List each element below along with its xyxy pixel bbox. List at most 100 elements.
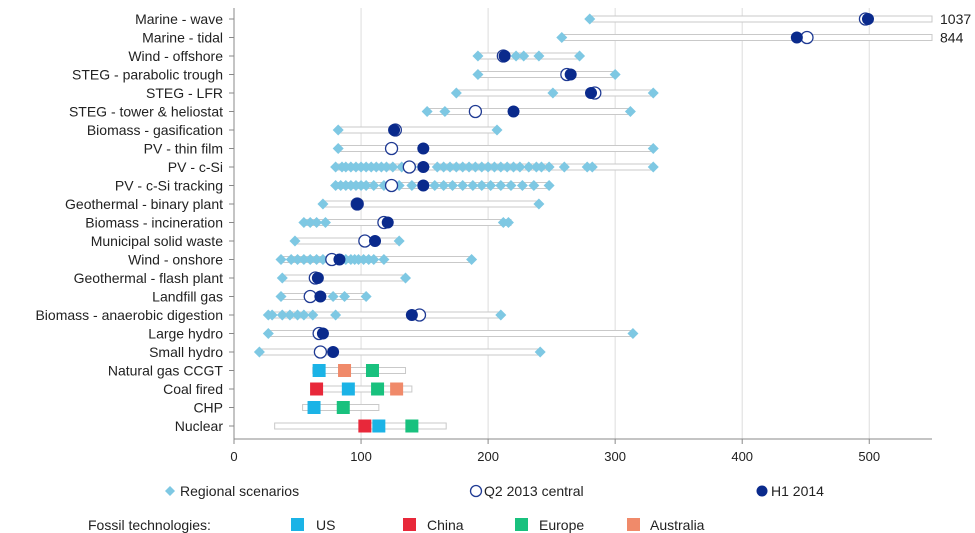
regional-point-pv-c-si-27 (508, 161, 520, 173)
regional-point-biomass-anaerobic-digestion-2 (276, 309, 288, 321)
h1-2014-point-steg-parabolic-trough (564, 68, 577, 81)
h1-2014-point-geothermal-flash-plant (311, 272, 324, 284)
legend-h1-marker (756, 485, 768, 497)
category-label-chp: CHP (193, 400, 223, 416)
axes (229, 8, 932, 444)
regional-point-pv-c-si-26 (501, 161, 513, 173)
regional-point-wind-onshore-16 (368, 254, 380, 265)
h1-2014-point-wind-onshore (333, 253, 346, 266)
data-points (253, 12, 874, 433)
category-labels: Marine - wave Marine - tidal Wind - offsho… (35, 11, 223, 434)
category-label-geothermal-flash-plant: Geothermal - flash plant (74, 270, 224, 286)
legend-europe-swatch (515, 518, 528, 531)
regional-point-wind-onshore-5 (311, 254, 323, 265)
category-label-steg-tower-and-heliostat: STEG - tower & heliostat (69, 104, 223, 120)
q2-2013-point-pv-c-si (402, 160, 416, 174)
regional-point-landfill-gas-0 (275, 291, 287, 302)
regional-point-pv-c-si-35 (586, 161, 598, 173)
legend-china-swatch (403, 518, 416, 531)
legend: Regional scenarios Q2 2013 central H1 20… (88, 483, 824, 533)
q2-2013-point-small-hydro (313, 345, 328, 359)
regional-point-small-hydro-1 (534, 346, 546, 358)
fossil-point-nuclear-europe (405, 419, 419, 433)
regional-point-pv-c-si-tracking-23 (543, 180, 555, 191)
x-tick-label-500: 500 (858, 449, 880, 464)
category-label-marine-wave: Marine - wave (135, 11, 223, 27)
annotation-marine-tidal: 844 (940, 30, 964, 46)
regional-point-municipal-solid-waste-0 (289, 235, 301, 247)
regional-point-wind-offshore-0 (472, 50, 484, 62)
fossil-point-nuclear-us (372, 419, 386, 433)
regional-point-pv-c-si-tracking-21 (516, 180, 528, 191)
regional-point-municipal-solid-waste-1 (393, 235, 405, 247)
h1-2014-point-steg-lfr (585, 87, 598, 99)
h1-2014-point-small-hydro (327, 346, 340, 358)
category-label-small-hydro: Small hydro (149, 344, 223, 360)
regional-point-landfill-gas-1 (327, 291, 339, 302)
regional-point-steg-lfr-0 (450, 87, 462, 99)
category-label-marine-tidal: Marine - tidal (142, 30, 223, 46)
category-label-municipal-solid-waste: Municipal solid waste (91, 233, 223, 249)
regional-point-pv-c-si-tracking-16 (467, 180, 479, 191)
regional-point-pv-c-si-28 (514, 161, 526, 173)
category-label-biomass-incineration: Biomass - incineration (85, 215, 223, 231)
category-label-natural-gas-ccgt: Natural gas CCGT (108, 363, 224, 379)
category-label-steg-parabolic-trough: STEG - parabolic trough (72, 67, 223, 83)
legend-regional-label: Regional scenarios (180, 483, 299, 499)
regional-point-biomass-anaerobic-digestion-5 (298, 309, 310, 321)
regional-point-small-hydro-0 (253, 346, 265, 358)
range-bar-biomass-gasification (337, 126, 498, 134)
fossil-point-coal-fired-australia (390, 382, 404, 396)
legend-q2-marker (469, 484, 483, 498)
h1-2014-point-landfill-gas (314, 290, 327, 303)
regional-point-pv-c-si-22 (476, 161, 488, 173)
category-label-landfill-gas: Landfill gas (152, 289, 223, 305)
range-bar-geothermal-flash-plant (281, 274, 407, 282)
regional-point-pv-c-si-31 (535, 161, 547, 173)
category-label-biomass-anaerobic-digestion: Biomass - anaerobic digestion (35, 307, 223, 323)
regional-point-wind-onshore-6 (317, 254, 329, 265)
fossil-point-natural-gas-ccgt-us (312, 364, 326, 377)
regional-point-large-hydro-0 (262, 328, 274, 339)
regional-point-wind-offshore-4 (574, 50, 586, 62)
regional-point-pv-c-si-tracking-13 (438, 180, 450, 191)
regional-point-pv-c-si-16 (438, 161, 450, 173)
regional-point-geothermal-binary-plant-0 (317, 198, 329, 210)
category-label-pv-c-si: PV - c-Si (168, 159, 223, 175)
h1-2014-point-municipal-solid-waste (369, 235, 382, 247)
category-label-nuclear: Nuclear (175, 418, 224, 434)
regional-point-wind-offshore-1 (510, 50, 522, 62)
regional-point-biomass-gasification-1 (491, 124, 503, 136)
regional-point-pv-c-si-23 (482, 161, 494, 173)
q2-2013-point-pv-c-si-tracking (384, 178, 399, 193)
range-bar-biomass-incineration (303, 219, 512, 226)
range-bar-small-hydro (258, 348, 541, 356)
regional-point-biomass-gasification-0 (332, 124, 344, 136)
regional-point-biomass-incineration-3 (319, 217, 331, 228)
regional-point-steg-tower-and-heliostat-2 (624, 106, 636, 117)
range-bar-steg-parabolic-trough (477, 71, 616, 78)
regional-point-pv-c-si-11 (387, 161, 399, 173)
regional-point-biomass-anaerobic-digestion-7 (330, 309, 342, 321)
category-label-steg-lfr: STEG - LFR (146, 85, 223, 101)
regional-point-wind-onshore-2 (292, 254, 304, 265)
h1-2014-point-steg-tower-and-heliostat (507, 105, 520, 118)
legend-h1-label: H1 2014 (771, 483, 824, 499)
fossil-point-coal-fired-us (341, 382, 355, 396)
h1-2014-point-marine-tidal (790, 31, 803, 44)
category-label-coal-fired: Coal fired (163, 381, 223, 397)
legend-europe-label: Europe (539, 517, 584, 533)
regional-point-pv-c-si-33 (558, 161, 570, 173)
regional-point-pv-c-si-tracking-22 (528, 180, 540, 191)
fossil-point-chp-us (307, 401, 321, 414)
regional-point-geothermal-flash-plant-1 (400, 272, 412, 284)
legend-china-label: China (427, 517, 464, 533)
regional-point-steg-tower-and-heliostat-0 (421, 106, 433, 117)
legend-australia-label: Australia (650, 517, 705, 533)
regional-point-biomass-incineration-2 (311, 217, 323, 228)
regional-point-biomass-anaerobic-digestion-1 (266, 309, 278, 321)
regional-point-biomass-anaerobic-digestion-6 (307, 309, 319, 321)
regional-point-large-hydro-1 (627, 328, 639, 339)
regional-point-pv-c-si-36 (647, 161, 659, 173)
h1-2014-point-marine-wave (861, 13, 874, 25)
